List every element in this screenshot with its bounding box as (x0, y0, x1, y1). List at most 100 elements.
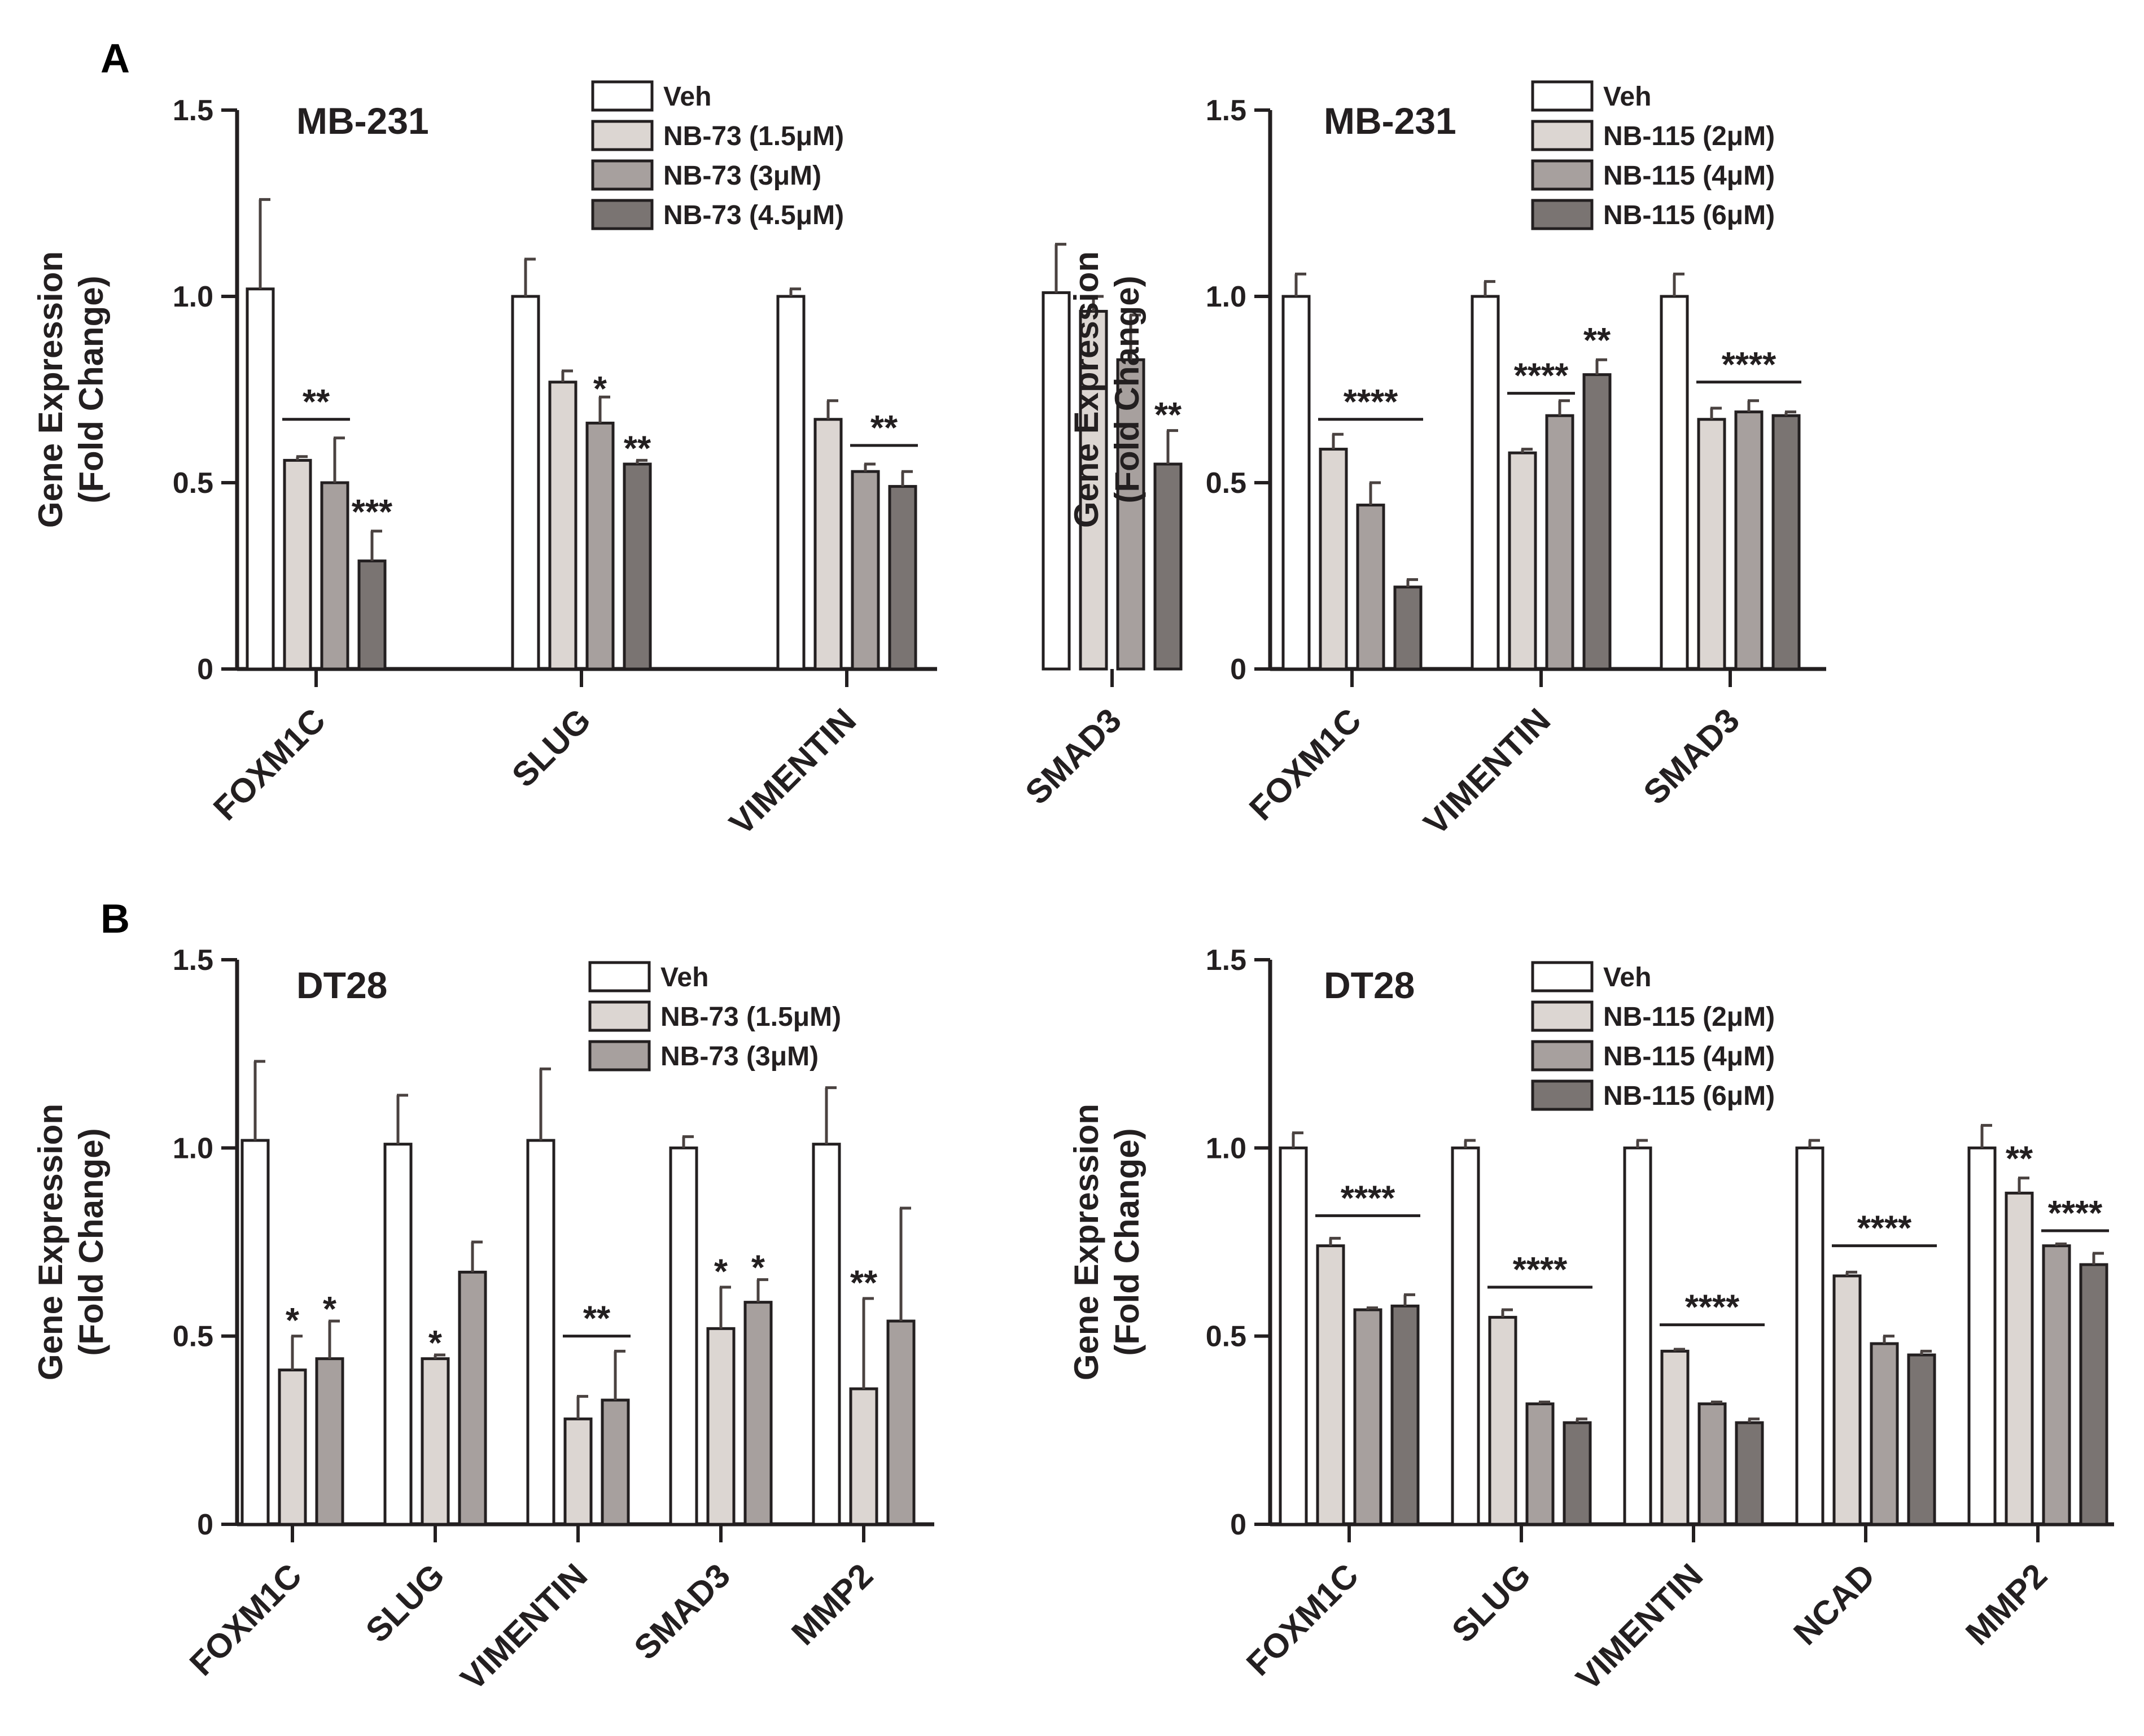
category-label: SLUG (1445, 1556, 1538, 1650)
bar (511, 295, 540, 671)
y-tick-label: 0.5 (1206, 1320, 1246, 1353)
legend-swatch (588, 1040, 651, 1072)
bar (1623, 1146, 1652, 1526)
bar (851, 470, 880, 671)
legend-label: NB-115 (4μM) (1603, 161, 1775, 191)
y-tick-label: 1.0 (1206, 1132, 1246, 1165)
bar (585, 421, 615, 671)
significance-marker: **** (2048, 1194, 2103, 1233)
legend-label: NB-115 (6μM) (1603, 1081, 1775, 1111)
significance-marker: * (593, 370, 607, 409)
significance-marker: * (323, 1290, 337, 1329)
legend-swatch (1531, 1079, 1594, 1111)
category-label: NCAD (1786, 1556, 1882, 1652)
bar (1870, 1342, 1899, 1526)
significance-marker: ** (1154, 396, 1182, 435)
category-label: SMAD3 (1636, 701, 1747, 812)
bar (357, 559, 387, 671)
category-label: VIMENTIN (453, 1556, 594, 1698)
bar (320, 481, 349, 671)
legend-label: NB-73 (1.5μM) (663, 121, 844, 151)
y-tick-label: 0.5 (173, 467, 213, 500)
bar (669, 1146, 698, 1526)
legend-swatch (591, 159, 654, 191)
significance-marker: **** (1341, 1179, 1395, 1218)
bar (240, 1139, 270, 1526)
bar (1153, 462, 1183, 671)
legend-label: NB-73 (4.5μM) (663, 200, 844, 230)
bar (1735, 1421, 1764, 1526)
bar (1697, 1402, 1727, 1526)
legend-swatch (1531, 1040, 1594, 1072)
legend-label: NB-115 (6μM) (1603, 200, 1775, 230)
legend-swatch (1531, 120, 1594, 151)
y-axis-label-line1: Gene Expression (1067, 251, 1105, 528)
bar (526, 1139, 555, 1526)
significance-marker: **** (1513, 1250, 1568, 1289)
bar (315, 1357, 344, 1526)
significance-marker: ** (303, 383, 330, 422)
bar (1508, 451, 1537, 671)
y-tick-label: 0 (197, 1508, 213, 1541)
legend-swatch (588, 1000, 651, 1032)
legend-label: NB-73 (1.5μM) (660, 1002, 841, 1032)
bar (888, 485, 917, 671)
y-axis-label-line2: (Fold Change) (1108, 276, 1146, 503)
chart-dt28-nb73: 0 0.5 1.0 1.5 Gene Expression (Fold Change) DT… (32, 944, 934, 1698)
significance-marker: **** (1685, 1288, 1740, 1327)
bar (1319, 448, 1348, 671)
bar (1907, 1353, 1936, 1526)
y-tick-label: 1.5 (1206, 944, 1246, 977)
bar (283, 458, 312, 671)
legend-label: NB-115 (4μM) (1603, 1042, 1775, 1072)
bar (383, 1143, 413, 1526)
y-tick-label: 1.0 (173, 281, 213, 313)
category-label: VIMENTIN (722, 701, 863, 842)
significance-marker: ** (850, 1263, 878, 1302)
legend-swatch (1531, 961, 1594, 992)
bar (1488, 1315, 1517, 1526)
bar (1279, 1146, 1308, 1526)
y-tick-label: 0.5 (1206, 467, 1246, 500)
bar (1281, 295, 1311, 671)
bar (776, 295, 806, 671)
y-axis-label-line1: Gene Expression (32, 1104, 69, 1380)
y-axis-label-line2: (Fold Change) (72, 1128, 110, 1355)
category-label: VIMENTIN (1569, 1556, 1710, 1698)
significance-marker: ** (2006, 1139, 2033, 1178)
bar (812, 1143, 841, 1526)
chart-title: DT28 (296, 964, 387, 1006)
bar (1967, 1146, 1997, 1526)
bar (1393, 585, 1423, 671)
y-tick-label: 0.5 (173, 1320, 213, 1353)
y-tick-label: 0 (1230, 653, 1246, 686)
legend-swatch (1531, 199, 1594, 230)
legend-swatch (591, 120, 654, 151)
bar (849, 1387, 878, 1526)
y-tick-label: 0 (197, 653, 213, 686)
panel-label-b: B (100, 897, 130, 942)
category-label: SMAD3 (1018, 701, 1128, 812)
category-label: FOXM1C (1242, 701, 1368, 828)
significance-marker: * (751, 1249, 765, 1288)
bar (623, 462, 652, 671)
category-label: MMP2 (1958, 1556, 2054, 1652)
bar (563, 1417, 593, 1526)
bar (1390, 1304, 1420, 1526)
y-tick-label: 1.5 (173, 944, 213, 977)
y-tick-label: 1.0 (173, 1132, 213, 1165)
significance-marker: **** (1514, 357, 1569, 396)
category-label: MMP2 (784, 1556, 880, 1652)
bar (1353, 1308, 1382, 1526)
bar (2005, 1191, 2034, 1526)
y-axis-label-line1: Gene Expression (32, 251, 69, 528)
chart-title: DT28 (1324, 964, 1415, 1006)
bar (601, 1398, 630, 1526)
bar (1116, 358, 1145, 671)
legend-label: Veh (660, 963, 708, 992)
category-label: FOXM1C (206, 701, 332, 828)
bar (548, 381, 577, 671)
legend-label: NB-115 (2μM) (1603, 1002, 1775, 1032)
bar (1471, 295, 1500, 671)
